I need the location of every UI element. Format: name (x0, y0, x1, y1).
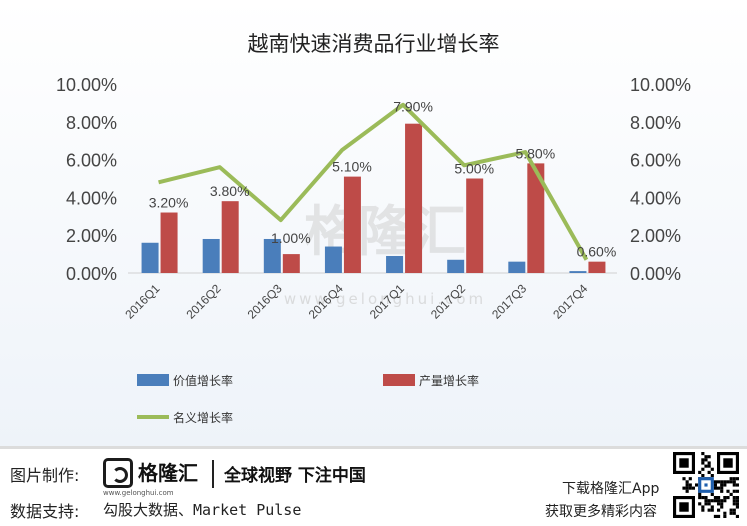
y-axis-tick-label: 8.00% (66, 113, 117, 133)
legend-swatch (137, 374, 169, 386)
slogan: 全球视野 下注中国 (224, 466, 366, 486)
data-label: 5.00% (454, 161, 494, 177)
y2-axis-tick-label: 6.00% (630, 151, 681, 171)
data-label: 3.80% (210, 183, 250, 199)
y-axis-tick-label: 6.00% (66, 151, 117, 171)
data-source-label: 数据支持: (10, 502, 80, 521)
data-label: 5.80% (515, 145, 555, 161)
bar-value-2016Q2 (202, 238, 220, 273)
brand-separator (212, 460, 214, 488)
data-label: 7.90% (393, 99, 433, 115)
data-label: 0.60% (577, 244, 617, 260)
brand-name: 格隆汇 (138, 461, 198, 485)
y2-axis-tick-label: 4.00% (630, 188, 681, 208)
chart: 格隆汇www.gelonghui.com0.00%2.00%4.00%6.00%… (56, 75, 691, 425)
chart-panel: 越南快速消费品行业增长率 格隆汇 www.gelonghui.com 0.00% 2.… (0, 0, 747, 446)
bar-value-2016Q3 (263, 238, 281, 273)
bar-volume-2017Q3 (527, 163, 545, 273)
x-axis-tick-label: 2017Q3 (489, 281, 529, 321)
bar-value-2017Q1 (386, 255, 404, 273)
qr-code-icon (673, 452, 739, 518)
bar-value-2017Q3 (508, 261, 526, 273)
y-axis-tick-label: 2.00% (66, 226, 117, 246)
data-label: 1.00% (271, 230, 311, 246)
y-axis-tick-label: 0.00% (66, 264, 117, 284)
footer-divider (0, 446, 747, 449)
watermark-url: www.gelonghui.com (284, 290, 486, 308)
legend-label: 价值增长率 (173, 373, 233, 388)
bar-value-2016Q4 (324, 246, 342, 273)
legend-label: 名义增长率 (173, 410, 233, 425)
more-content-text: 获取更多精彩内容 (545, 504, 657, 520)
bar-volume-2017Q1 (405, 123, 423, 273)
bar-value-2016Q1 (141, 242, 159, 273)
bar-volume-2016Q1 (160, 212, 178, 273)
source-label: 图片制作: (10, 466, 80, 485)
bar-volume-2017Q4 (588, 261, 606, 273)
bar-volume-2016Q2 (221, 201, 239, 273)
data-label: 3.20% (149, 195, 189, 211)
bar-volume-2017Q2 (466, 178, 484, 273)
x-axis-tick-label: 2016Q2 (183, 281, 223, 321)
brand-url: www.gelonghui.com (103, 489, 174, 497)
bar-value-2017Q4 (569, 271, 587, 273)
y2-axis-tick-label: 2.00% (630, 226, 681, 246)
download-app-text: 下载格隆汇App (562, 481, 660, 497)
legend-swatch (383, 374, 415, 386)
y-axis-tick-label: 4.00% (66, 188, 117, 208)
x-axis-tick-label: 2017Q4 (550, 281, 590, 321)
bar-value-2017Q2 (447, 259, 465, 273)
data-source-value: 勾股大数据、Market Pulse (103, 501, 302, 519)
brand-logo-icon (103, 458, 133, 488)
bar-volume-2016Q3 (282, 254, 300, 273)
x-axis-tick-label: 2016Q3 (245, 281, 285, 321)
bar-volume-2016Q4 (343, 176, 361, 273)
x-axis-tick-label: 2016Q1 (122, 281, 162, 321)
footer: 图片制作: 格隆汇 www.gelonghui.com 全球视野 下注中国 数据… (0, 446, 747, 526)
y2-axis-tick-label: 0.00% (630, 264, 681, 284)
line-series-nominal-growth (158, 102, 589, 261)
y2-axis-tick-label: 10.00% (630, 75, 691, 95)
y2-axis-tick-label: 8.00% (630, 113, 681, 133)
chart-title: 越南快速消费品行业增长率 (247, 32, 500, 56)
y-axis-tick-label: 10.00% (56, 75, 117, 95)
legend-label: 产量增长率 (419, 373, 479, 388)
data-label: 5.10% (332, 159, 372, 175)
